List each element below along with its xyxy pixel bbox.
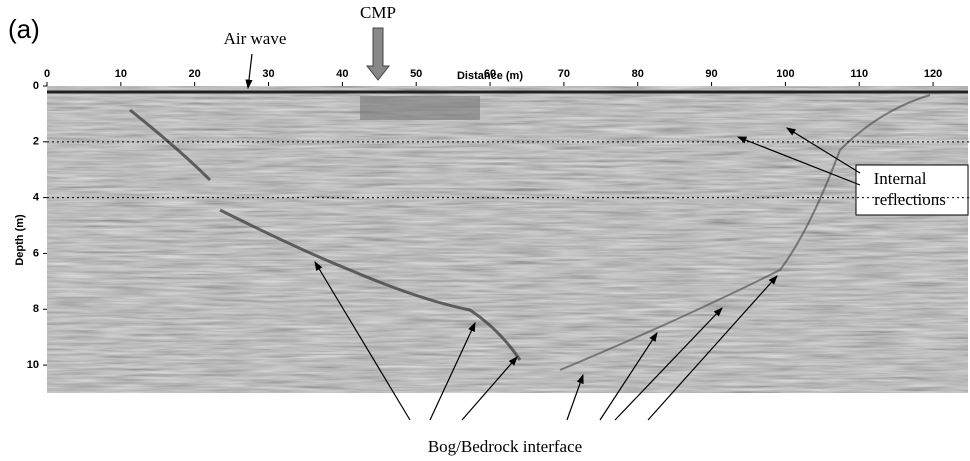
- y-tick-label: 10: [27, 359, 39, 371]
- x-tick-label: 110: [850, 68, 868, 80]
- interface-arrow: [314, 260, 411, 421]
- radargram-texture: [47, 86, 968, 393]
- interface-arrow: [647, 275, 778, 421]
- cmp-zone: [360, 96, 480, 120]
- y-tick-label: 6: [33, 247, 39, 259]
- cmp-label: CMP: [360, 3, 396, 22]
- x-tick-label: 30: [262, 68, 274, 80]
- x-tick-label: 100: [776, 68, 794, 80]
- interface-arrow: [429, 321, 476, 421]
- x-tick-label: 40: [336, 68, 348, 80]
- air-wave-label: Air wave: [224, 29, 287, 48]
- interface-arrow: [461, 356, 518, 421]
- y-tick-label: 8: [33, 303, 39, 315]
- interface-label: Bog/Bedrock interface: [428, 437, 582, 456]
- interface-arrow: [599, 331, 658, 421]
- y-tick-label: 4: [33, 192, 40, 204]
- x-tick-label: 120: [924, 68, 942, 80]
- interface-reflection: [559, 94, 931, 371]
- x-tick-label: 60: [484, 68, 496, 80]
- internal-label: reflections: [874, 190, 946, 209]
- internal-label: Internal: [874, 169, 927, 188]
- x-axis-label: Distance (m): [457, 70, 523, 82]
- panel-label: (a): [8, 14, 40, 44]
- y-tick-label: 0: [33, 80, 39, 92]
- x-tick-label: 0: [44, 68, 50, 80]
- y-axis-label: Depth (m): [14, 214, 26, 266]
- internal-box: [855, 164, 969, 216]
- interface-arrows: [314, 260, 778, 421]
- x-tick-label: 70: [558, 68, 570, 80]
- x-tick-label: 10: [115, 68, 127, 80]
- x-tick-label: 90: [705, 68, 717, 80]
- x-tick-label: 20: [189, 68, 201, 80]
- interface-arrow: [566, 373, 584, 421]
- y-tick-label: 2: [33, 136, 39, 148]
- x-tick-label: 50: [410, 68, 422, 80]
- interface-reflection: [129, 108, 522, 361]
- air-wave-arrow: [245, 53, 253, 90]
- interface-arrow: [614, 307, 723, 421]
- internal-arrow: [736, 136, 861, 186]
- radargram: [47, 86, 968, 393]
- internal-arrow: [785, 127, 861, 174]
- x-tick-label: 80: [632, 68, 644, 80]
- cmp-arrow: [365, 27, 391, 81]
